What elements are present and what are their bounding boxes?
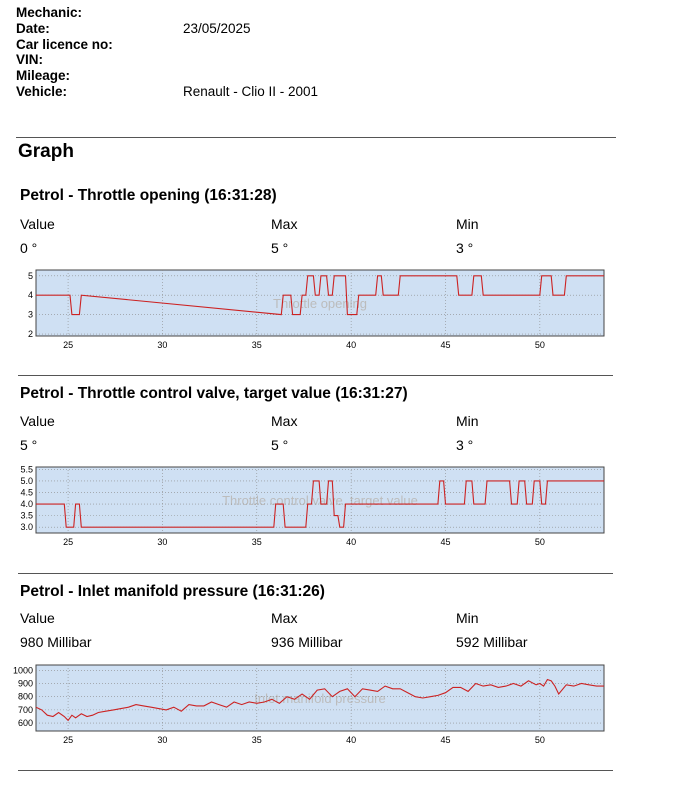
licence-row: Car licence no:	[16, 37, 183, 53]
graph-2-max-label: Max	[271, 413, 298, 429]
y-tick-label: 5.0	[20, 476, 33, 486]
date-row: Date: 23/05/2025	[16, 21, 251, 37]
graph-3-value: 980 Millibar	[20, 634, 92, 650]
mileage-label: Mileage:	[16, 68, 71, 83]
vin-row: VIN:	[16, 52, 183, 68]
graph-2-divider	[18, 573, 613, 574]
mechanic-row: Mechanic:	[16, 5, 183, 21]
x-tick-label: 40	[346, 537, 356, 547]
graph-1-max-label: Max	[271, 216, 298, 232]
y-tick-label: 4.0	[20, 499, 33, 509]
series-line	[36, 275, 604, 316]
graph-1-divider	[18, 375, 613, 376]
graph-3-chart: Inlet manifold pressure 25 30 35 40 45 50 600 70…	[13, 664, 605, 745]
vehicle-label: Vehicle:	[16, 84, 68, 99]
header-divider	[16, 137, 616, 138]
y-tick-label: 2	[28, 329, 33, 339]
graph-1-max: 5 °	[271, 240, 289, 256]
date-label: Date:	[16, 21, 50, 36]
plot-area	[35, 466, 605, 534]
graph-2-value: 5 °	[20, 437, 38, 453]
vehicle-value: Renault - Clio II - 2001	[183, 84, 319, 99]
x-tick-label: 50	[535, 537, 545, 547]
x-tick-label: 25	[63, 537, 73, 547]
graph-2-max: 5 °	[271, 437, 289, 453]
series-line	[36, 480, 604, 528]
graph-3-title: Petrol - Inlet manifold pressure (16:31:…	[20, 583, 325, 600]
chart-watermark: Inlet manifold pressure	[254, 691, 386, 706]
vehicle-row: Vehicle: Renault - Clio II - 2001	[16, 84, 318, 100]
plot-area	[35, 664, 605, 732]
graph-3-max-label: Max	[271, 610, 298, 626]
graph-2-value-label: Value	[20, 413, 55, 429]
graph-1-min: 3 °	[456, 240, 474, 256]
y-tick-label: 5.5	[20, 464, 33, 474]
graph-3-divider	[18, 770, 613, 771]
y-tick-label: 1000	[13, 665, 33, 675]
x-tick-label: 30	[157, 340, 167, 350]
graph-2-title: Petrol - Throttle control valve, target …	[20, 385, 408, 402]
y-tick-label: 4	[28, 290, 33, 300]
x-tick-label: 25	[63, 735, 73, 745]
graph-1-value: 0 °	[20, 240, 38, 256]
y-tick-label: 600	[18, 718, 33, 728]
graph-2-min-label: Min	[456, 413, 479, 429]
x-tick-label: 30	[157, 537, 167, 547]
y-tick-label: 5	[28, 271, 33, 281]
graph-1-title: Petrol - Throttle opening (16:31:28)	[20, 187, 277, 204]
y-tick-label: 3.0	[20, 522, 33, 532]
x-tick-label: 35	[252, 340, 262, 350]
graph-2-min: 3 °	[456, 437, 474, 453]
x-tick-label: 35	[252, 537, 262, 547]
y-tick-label: 4.5	[20, 487, 33, 497]
graph-1-min-label: Min	[456, 216, 479, 232]
y-tick-label: 700	[18, 705, 33, 715]
chart-watermark: Throttle opening	[273, 296, 367, 311]
y-tick-label: 800	[18, 692, 33, 702]
graph-3-min-label: Min	[456, 610, 479, 626]
graph-1-value-label: Value	[20, 216, 55, 232]
licence-label: Car licence no:	[16, 37, 113, 52]
graph-3-value-label: Value	[20, 610, 55, 626]
mileage-row: Mileage:	[16, 68, 183, 84]
x-tick-label: 45	[440, 735, 450, 745]
vin-label: VIN:	[16, 52, 43, 67]
x-tick-label: 40	[346, 735, 356, 745]
y-tick-label: 3.5	[20, 511, 33, 521]
graph-3-min: 592 Millibar	[456, 634, 528, 650]
graph-3-max: 936 Millibar	[271, 634, 343, 650]
section-title: Graph	[18, 141, 74, 162]
x-tick-label: 35	[252, 735, 262, 745]
x-tick-label: 25	[63, 340, 73, 350]
y-tick-label: 900	[18, 678, 33, 688]
mechanic-label: Mechanic:	[16, 5, 83, 20]
x-tick-label: 45	[440, 537, 450, 547]
x-tick-label: 50	[535, 340, 545, 350]
x-tick-label: 45	[440, 340, 450, 350]
x-tick-label: 40	[346, 340, 356, 350]
y-tick-label: 3	[28, 310, 33, 320]
date-value: 23/05/2025	[183, 21, 251, 36]
x-tick-label: 50	[535, 735, 545, 745]
series-line	[35, 678, 604, 722]
x-tick-label: 30	[157, 735, 167, 745]
